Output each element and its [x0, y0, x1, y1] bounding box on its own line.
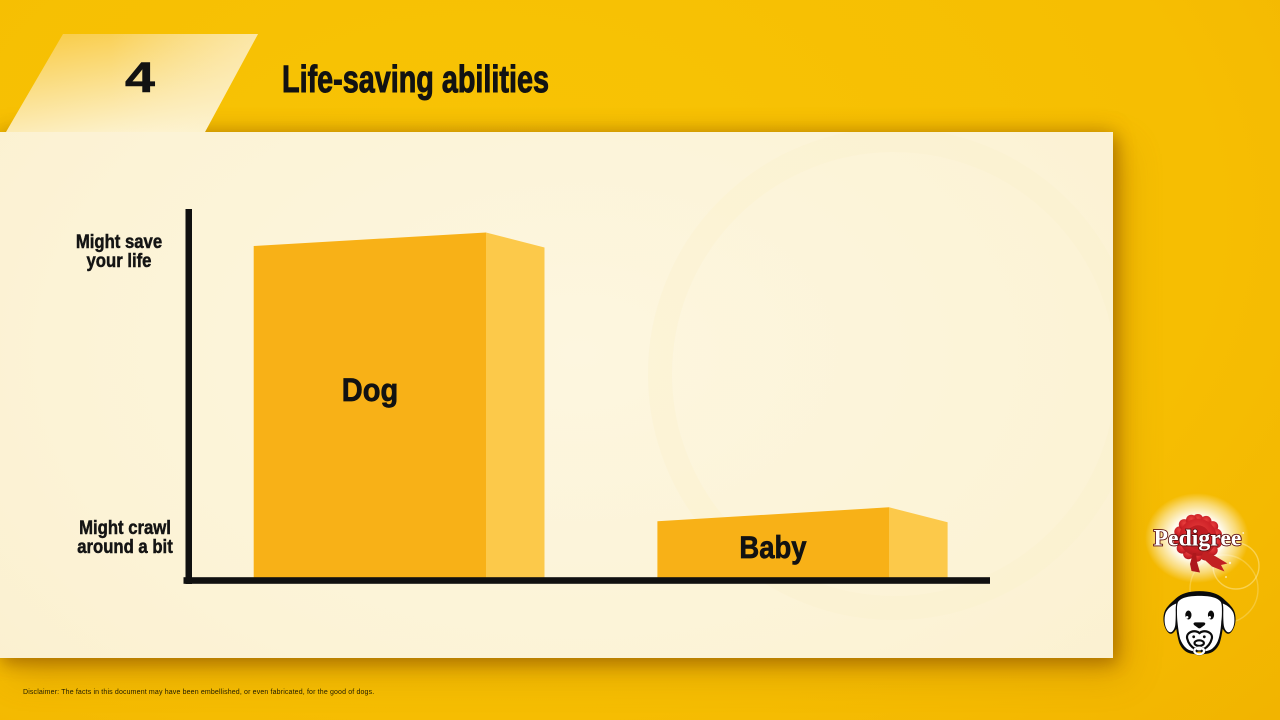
svg-text:Pedigree: Pedigree [1154, 525, 1242, 551]
